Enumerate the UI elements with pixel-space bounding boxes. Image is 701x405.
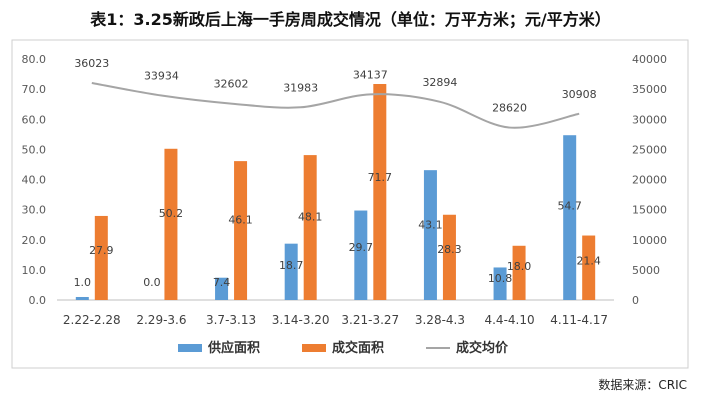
data-label: 50.2 [159,207,184,220]
x-tick-label: 2.22-2.28 [63,313,121,327]
line-data-label: 32894 [422,76,457,89]
legend-label: 供应面积 [207,340,260,356]
line-data-label: 30908 [562,88,597,101]
data-label: 18.0 [507,260,532,273]
y-left-tick-label: 50.0 [22,143,47,156]
legend-label: 成交面积 [332,340,384,356]
y-left-tick-label: 10.0 [22,264,47,277]
legend-swatch [178,344,202,352]
bar [215,277,229,300]
data-label: 0.0 [143,276,161,289]
bar [563,135,577,300]
x-tick-label: 3.7-3.13 [206,313,256,327]
line-data-label: 36023 [74,57,109,70]
data-label: 1.0 [74,276,92,289]
x-tick-label: 3.21-3.27 [341,313,399,327]
line-data-label: 32602 [214,78,249,91]
bar [354,210,368,300]
y-right-tick-label: 5000 [632,264,660,277]
data-label: 10.8 [488,272,513,285]
bar [284,243,298,300]
data-label: 29.7 [349,241,374,254]
x-tick-label: 3.28-4.3 [415,313,465,327]
bar [234,161,248,300]
y-left-tick-label: 40.0 [22,174,47,187]
chart-title: 表1：3.25新政后上海一手房周成交情况（单位：万平方米；元/平方米） [90,10,611,29]
bar [94,215,108,300]
data-label: 43.1 [418,219,443,232]
bar [164,148,178,300]
y-right-tick-label: 30000 [632,113,667,126]
data-label: 46.1 [228,214,253,227]
data-label: 7.4 [213,276,231,289]
bar [493,267,507,300]
line-data-label: 31983 [283,81,318,94]
x-tick-label: 4.11-4.17 [550,313,608,327]
y-left-tick-label: 20.0 [22,234,47,247]
line-data-label: 33934 [144,70,179,83]
data-label: 54.7 [557,199,582,212]
chart-frame [11,39,689,369]
x-tick-label: 2.29-3.6 [136,313,186,327]
y-right-tick-label: 0 [632,294,639,307]
bar [373,84,387,300]
line-data-label: 34137 [353,68,388,81]
y-left-tick-label: 0.0 [29,294,47,307]
y-right-tick-label: 25000 [632,143,667,156]
y-left-tick-label: 60.0 [22,113,47,126]
y-right-tick-label: 40000 [632,53,667,66]
legend-label: 成交均价 [456,340,509,356]
y-right-tick-label: 20000 [632,174,667,187]
y-right-tick-label: 35000 [632,83,667,96]
legend-swatch [302,344,326,352]
y-right-tick-label: 10000 [632,234,667,247]
bar [512,245,526,300]
data-label: 48.1 [298,210,323,223]
data-label: 18.7 [279,259,304,272]
data-label: 27.9 [89,244,114,257]
bar [303,155,317,300]
y-left-tick-label: 30.0 [22,204,47,217]
bar [582,235,596,300]
data-label: 21.4 [576,255,601,268]
y-left-tick-label: 80.0 [22,53,47,66]
series-line-avg-price [91,81,580,129]
line-data-label: 28620 [492,102,527,115]
x-tick-label: 4.4-4.10 [484,313,534,327]
source-note: 数据来源：CRIC [598,378,687,392]
data-label: 28.3 [437,243,462,256]
y-left-tick-label: 70.0 [22,83,47,96]
bar [442,214,456,300]
x-tick-label: 3.14-3.20 [272,313,330,327]
y-right-tick-label: 15000 [632,204,667,217]
data-label: 71.7 [368,171,393,184]
bar [423,170,437,300]
bar [75,296,89,300]
